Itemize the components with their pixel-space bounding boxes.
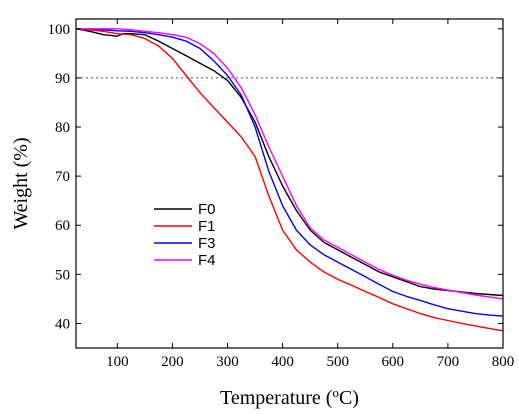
y-tick-label: 80 — [55, 120, 70, 136]
x-axis-title-degree: o — [332, 385, 339, 400]
legend-label-f4: F4 — [198, 252, 216, 269]
series-line-f1 — [75, 28, 504, 332]
series-line-f0 — [75, 28, 504, 297]
y-tick-label: 100 — [48, 22, 71, 38]
x-tick-label: 700 — [437, 354, 460, 370]
x-tick-label: 400 — [271, 354, 294, 370]
y-tick-label: 60 — [55, 218, 70, 234]
plot-frame — [75, 18, 504, 349]
x-tick-label: 200 — [161, 354, 184, 370]
y-tick-label: 70 — [55, 169, 70, 185]
x-axis-title: Temperature (oC) — [220, 385, 359, 409]
series-line-f4 — [76, 28, 504, 300]
y-tick-label: 90 — [55, 71, 70, 87]
x-tick-label: 600 — [382, 354, 405, 370]
x-tick-label: 800 — [492, 354, 515, 370]
x-axis-title-main: Temperature ( — [220, 387, 333, 409]
legend-label-f1: F1 — [198, 218, 216, 235]
y-tick-label: 40 — [55, 316, 70, 332]
x-tick-label: 300 — [216, 354, 239, 370]
x-tick-label: 500 — [326, 354, 349, 370]
legend-label-f0: F0 — [198, 201, 216, 218]
y-tick-label: 50 — [55, 267, 70, 283]
series-line-f3 — [76, 28, 504, 317]
legend-label-f3: F3 — [198, 235, 216, 252]
series-layer — [75, 28, 504, 332]
tick-layer: 100 200 300 400 500 600 700 800 40 50 60 70 80 90 100 — [48, 19, 515, 370]
x-tick-label: 100 — [106, 354, 129, 370]
y-axis-title: Weight (%) — [10, 137, 32, 229]
x-axis-title-unit: C) — [339, 387, 359, 409]
